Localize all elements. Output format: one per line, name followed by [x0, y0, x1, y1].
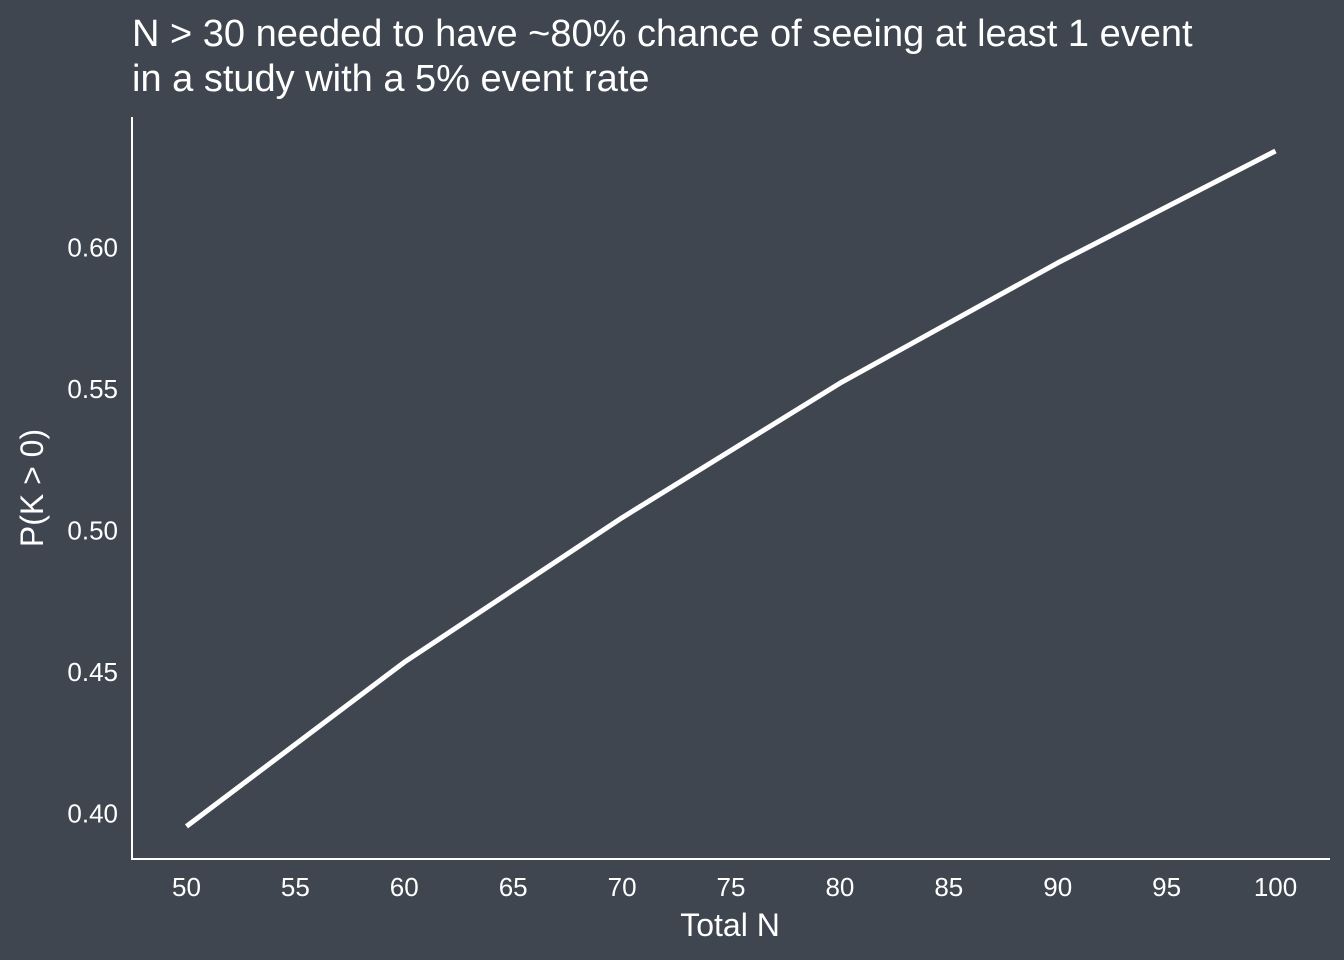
y-tick-label: 0.50	[67, 515, 118, 545]
y-tick-label: 0.60	[67, 232, 118, 262]
x-tick-label: 75	[717, 872, 746, 902]
y-tick-label: 0.45	[67, 657, 118, 687]
y-tick-labels: 0.40 0.45 0.50 0.55 0.60	[67, 232, 118, 828]
series-line	[184, 148, 1277, 829]
x-tick-label: 100	[1254, 872, 1297, 902]
x-tick-label: 65	[499, 872, 528, 902]
x-tick-label: 60	[390, 872, 419, 902]
chart-title-line-2: in a study with a 5% event rate	[132, 58, 650, 100]
x-tick-label: 80	[825, 872, 854, 902]
x-tick-labels: 50 55 60 65 70 75 80 85 90 95 100	[172, 872, 1297, 902]
x-tick-label: 85	[934, 872, 963, 902]
x-axis-label: Total N	[680, 907, 780, 943]
y-axis-label: P(K > 0)	[14, 429, 50, 547]
x-tick-label: 90	[1043, 872, 1072, 902]
x-tick-label: 55	[281, 872, 310, 902]
y-tick-label: 0.55	[67, 374, 118, 404]
y-tick-label: 0.40	[67, 799, 118, 829]
x-tick-label: 50	[172, 872, 201, 902]
chart-title-line-1: N > 30 needed to have ~80% chance of see…	[132, 13, 1193, 55]
x-tick-label: 95	[1152, 872, 1181, 902]
x-tick-label: 70	[608, 872, 637, 902]
